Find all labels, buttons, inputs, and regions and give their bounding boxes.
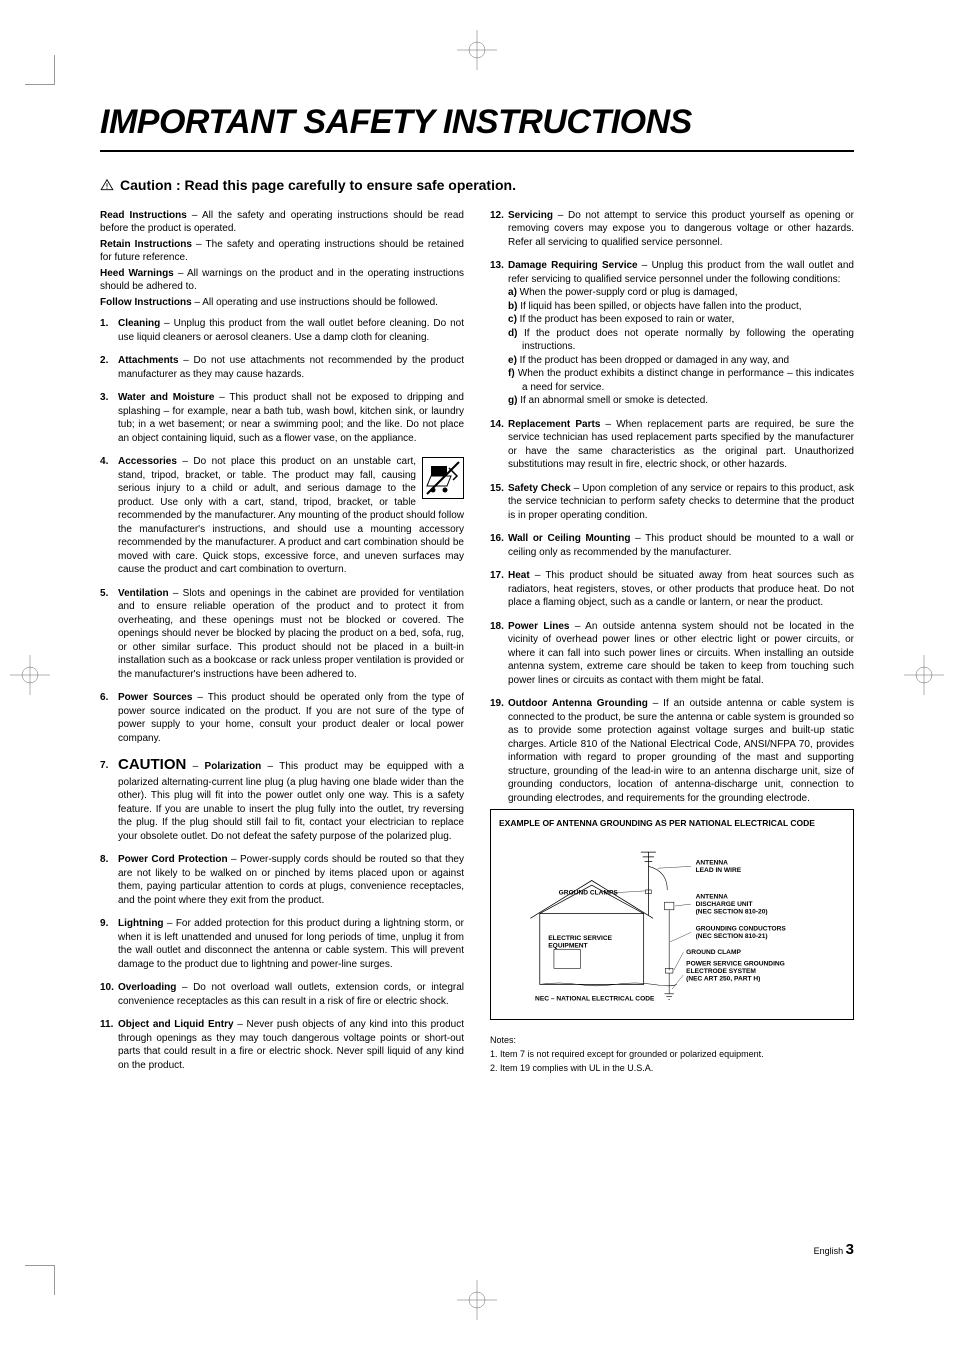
svg-text:EQUIPMENT: EQUIPMENT <box>548 942 587 949</box>
diagram-svg: ANTENNA LEAD IN WIRE GROUND CLAMPS ANTEN… <box>499 838 845 1008</box>
diagram-title: EXAMPLE OF ANTENNA GROUNDING AS PER NATI… <box>499 818 845 829</box>
item-title: Ventilation <box>118 588 169 599</box>
sub-item: If liquid has been spilled, or objects h… <box>522 300 854 314</box>
svg-text:POWER SERVICE GROUNDING: POWER SERVICE GROUNDING <box>686 960 785 967</box>
item-title: Damage Requiring Service <box>508 260 638 271</box>
instruction-item: Ventilation – Slots and openings in the … <box>100 587 464 682</box>
footer-lang: English <box>814 1246 844 1256</box>
crop-mark <box>25 1265 55 1295</box>
sub-item: If the product has been dropped or damag… <box>522 354 854 368</box>
registration-mark <box>904 655 944 695</box>
grounding-diagram: EXAMPLE OF ANTENNA GROUNDING AS PER NATI… <box>490 809 854 1020</box>
instruction-item: Replacement Parts – When replacement par… <box>490 418 854 472</box>
item-title: Outdoor Antenna Grounding <box>508 698 648 709</box>
item-title: Water and Moisture <box>118 392 214 403</box>
instruction-item: Servicing – Do not attempt to service th… <box>490 209 854 250</box>
warning-triangle-icon <box>100 178 114 192</box>
svg-text:GROUND CLAMPS: GROUND CLAMPS <box>559 889 619 896</box>
intro-block: Read Instructions – All the safety and o… <box>100 209 464 310</box>
svg-text:GROUND CLAMP: GROUND CLAMP <box>686 949 741 956</box>
item-title: Object and Liquid Entry <box>118 1019 234 1030</box>
sub-item: If an abnormal smell or smoke is detecte… <box>522 394 854 408</box>
instruction-item: Damage Requiring Service – Unplug this p… <box>490 259 854 408</box>
svg-text:(NEC SECTION 810-20): (NEC SECTION 810-20) <box>696 908 768 915</box>
instruction-item: Accessories – Do not place this product … <box>100 455 464 577</box>
sub-list: When the power-supply cord or plug is da… <box>508 286 854 408</box>
page-footer: English 3 <box>814 1240 854 1260</box>
item-title: Lightning <box>118 918 164 929</box>
svg-text:ELECTRIC SERVICE: ELECTRIC SERVICE <box>548 935 612 942</box>
item-title: Power Cord Protection <box>118 854 228 865</box>
instruction-item: Wall or Ceiling Mounting – This product … <box>490 532 854 559</box>
caution-text: Caution : Read this page carefully to en… <box>120 176 516 195</box>
instruction-item: Outdoor Antenna Grounding – If an outsid… <box>490 697 854 805</box>
page: IMPORTANT SAFETY INSTRUCTIONS Caution : … <box>0 0 954 1350</box>
intro-paragraph: Heed Warnings – All warnings on the prod… <box>100 267 464 294</box>
item-title: Power Sources <box>118 692 192 703</box>
item-title: Overloading <box>118 982 176 993</box>
instruction-item: Power Sources – This product should be o… <box>100 691 464 745</box>
item-title: Accessories <box>118 456 177 467</box>
svg-text:ANTENNA: ANTENNA <box>696 893 729 900</box>
svg-text:NEC – NATIONAL ELECTRICAL CODE: NEC – NATIONAL ELECTRICAL CODE <box>535 995 655 1002</box>
note-line: 1. Item 7 is not required except for gro… <box>490 1048 854 1060</box>
instruction-item: Power Cord Protection – Power-supply cor… <box>100 853 464 907</box>
sub-item: When the product exhibits a distinct cha… <box>522 367 854 394</box>
item-title: Heat <box>508 570 530 581</box>
intro-paragraph: Follow Instructions – All operating and … <box>100 296 464 310</box>
intro-paragraph: Read Instructions – All the safety and o… <box>100 209 464 236</box>
note-line: 2. Item 19 complies with UL in the U.S.A… <box>490 1062 854 1074</box>
sub-item: If the product has been exposed to rain … <box>522 313 854 327</box>
item-title: Safety Check <box>508 483 571 494</box>
instruction-item: Lightning – For added protection for thi… <box>100 917 464 971</box>
instruction-item: Heat – This product should be situated a… <box>490 569 854 610</box>
svg-text:LEAD IN WIRE: LEAD IN WIRE <box>696 867 742 874</box>
page-title: IMPORTANT SAFETY INSTRUCTIONS <box>100 100 854 152</box>
item-title: Attachments <box>118 355 179 366</box>
instruction-item: Attachments – Do not use attachments not… <box>100 354 464 381</box>
notes-heading: Notes: <box>490 1034 854 1046</box>
sub-item: If the product does not operate normally… <box>522 327 854 354</box>
caution-prefix: CAUTION <box>118 756 186 773</box>
item-title: Power Lines <box>508 621 569 632</box>
content-columns: Read Instructions – All the safety and o… <box>100 209 854 1082</box>
page-number: 3 <box>846 1241 854 1258</box>
registration-mark <box>457 30 497 70</box>
cart-tip-icon <box>422 457 464 499</box>
crop-mark <box>25 55 55 85</box>
instruction-item: Object and Liquid Entry – Never push obj… <box>100 1018 464 1072</box>
svg-text:(NEC ART 250, PART H): (NEC ART 250, PART H) <box>686 975 760 982</box>
svg-text:ELECTRODE SYSTEM: ELECTRODE SYSTEM <box>686 968 756 975</box>
item-title: Cleaning <box>118 318 160 329</box>
caution-header: Caution : Read this page carefully to en… <box>100 176 854 195</box>
item-title: Wall or Ceiling Mounting <box>508 533 630 544</box>
sub-item: When the power-supply cord or plug is da… <box>522 286 854 300</box>
item-title: Servicing <box>508 210 553 221</box>
instruction-item: Overloading – Do not overload wall outle… <box>100 981 464 1008</box>
item-title: Replacement Parts <box>508 419 600 430</box>
notes-block: Notes: 1. Item 7 is not required except … <box>490 1034 854 1074</box>
item-title: Polarization <box>205 761 262 772</box>
instruction-item: Safety Check – Upon completion of any se… <box>490 482 854 523</box>
svg-text:DISCHARGE UNIT: DISCHARGE UNIT <box>696 901 753 908</box>
registration-mark <box>10 655 50 695</box>
svg-text:GROUNDING CONDUCTORS: GROUNDING CONDUCTORS <box>696 925 787 932</box>
svg-text:(NEC SECTION 810-21): (NEC SECTION 810-21) <box>696 933 768 940</box>
instruction-item: Power Lines – An outside antenna system … <box>490 620 854 688</box>
intro-paragraph: Retain Instructions – The safety and ope… <box>100 238 464 265</box>
svg-text:ANTENNA: ANTENNA <box>696 859 729 866</box>
instruction-item: Cleaning – Unplug this product from the … <box>100 317 464 344</box>
instruction-item: CAUTION – Polarization – This product ma… <box>100 755 464 843</box>
instruction-item: Water and Moisture – This product shall … <box>100 391 464 445</box>
registration-mark <box>457 1280 497 1320</box>
